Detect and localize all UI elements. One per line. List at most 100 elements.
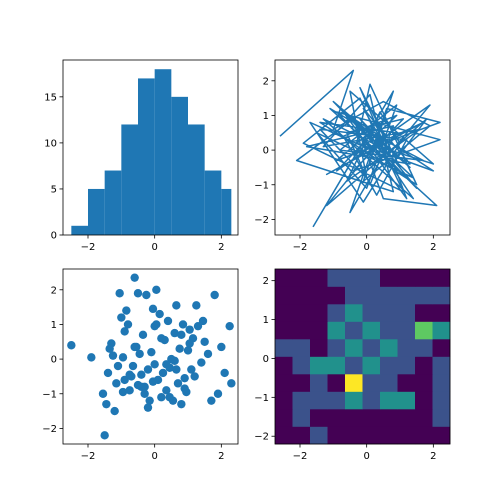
scatter-point [130,273,139,282]
scatter-point [147,347,156,357]
subplot-2: −2 0 2 −2 −1 0 1 2 [254,59,451,253]
scatter-point [143,365,153,374]
heatmap-cell [292,391,311,410]
heatmap-cell [362,356,381,375]
scatter-point [135,349,144,359]
heatmap-cell [397,374,416,392]
subplot-3: −2 0 2 −2 −1 0 1 2 [42,268,239,462]
scatter-point [210,290,219,300]
histogram-bar [138,78,155,235]
heatmap-cell [415,356,433,375]
series-line [279,69,441,228]
subplot-1: −2 0 2 0 5 10 15 [44,59,239,253]
axes-frame [62,268,239,445]
scatter-point [128,361,138,371]
scatter-point [180,373,189,383]
heatmap-cell [292,269,311,287]
heatmap-cell [310,391,328,410]
y-tick-label: −1 [254,180,269,191]
scatter-point [142,290,151,300]
y-tick-label: 0 [51,231,57,242]
scatter-point [157,393,166,402]
scatter-point [105,344,114,353]
heatmap-cell [327,286,346,305]
heatmap-cell [380,269,398,287]
scatter-point [115,289,124,298]
histogram-bar [104,170,122,235]
heatmap-cell [310,304,328,322]
heatmap-cell [327,321,346,340]
scatter-point [118,353,128,362]
scatter-point [148,304,158,314]
axes-frame [274,268,451,445]
histogram-bar [171,96,188,235]
heatmap-cell [362,374,381,392]
heatmap-cell [432,426,451,445]
heatmap-cell [292,304,311,322]
scatter-point [177,399,186,409]
scatter-point [140,382,149,392]
scatter-point [170,328,179,338]
heatmap-cell [380,356,398,375]
scatter-point [125,370,134,379]
x-tick-label: 0 [363,451,369,462]
heatmap-cell [397,339,416,357]
x-tick-label: 2 [430,451,436,462]
heatmap-cell [310,356,328,375]
heatmap-cell [345,391,363,410]
heatmap-cell [397,409,416,427]
y-tick-label: 1 [263,315,269,326]
heatmap-cell [415,391,433,410]
heatmap-cell [415,321,433,340]
heatmap-cell [345,374,363,392]
heatmap-cell [310,409,328,427]
heatmap-cell [397,269,416,287]
heatmap-cell [397,391,416,410]
scatter-point [163,316,173,326]
heatmap-cell [345,426,363,445]
heatmap-cell [432,356,451,375]
heatmap-cell [397,286,416,305]
heatmap-cell [275,391,293,410]
heatmap-cell [380,409,398,427]
heatmap-cell [275,426,293,445]
heatmap-cell [275,339,293,357]
y-tick-label: 10 [44,138,57,149]
heatmap-cell [310,269,328,287]
histogram-bar [88,188,105,235]
heatmap-cell [432,339,451,357]
histogram-bar [121,124,138,235]
heatmap-cell [345,321,363,340]
x-tick-label: −2 [81,451,96,462]
heatmap-cell [327,374,346,392]
scatter-point [193,321,203,331]
heatmap-cell [310,374,328,392]
scatter-point [150,360,159,369]
heatmap-cell [362,304,381,322]
heatmap-cell [292,356,311,375]
scatter-point [123,320,133,329]
heatmap-cell [415,339,433,357]
heatmap-cell [292,339,311,357]
heatmap-cell [380,339,398,357]
heatmap-cell [275,409,293,427]
axes-frame [62,59,239,236]
scatter-point [157,334,166,343]
heatmap-cell [327,426,346,445]
x-tick-label: −2 [293,242,308,253]
scatter-point [187,365,196,374]
scatter-point [143,403,153,412]
heatmap-cell [380,304,398,322]
heatmap-cell [432,286,451,305]
heatmap-cell [432,409,451,427]
y-tick-label: 1 [263,111,269,122]
heatmap-cell [275,286,293,305]
scatter-point [172,301,181,310]
heatmap-cell [310,426,328,445]
scatter-point [112,379,121,388]
scatter-point [137,370,146,379]
heatmap-cell [380,391,398,410]
scatter-point [145,396,154,405]
histogram-bar [204,170,222,235]
subplot-4: −2 0 2 −2 −1 0 1 2 [254,268,451,462]
